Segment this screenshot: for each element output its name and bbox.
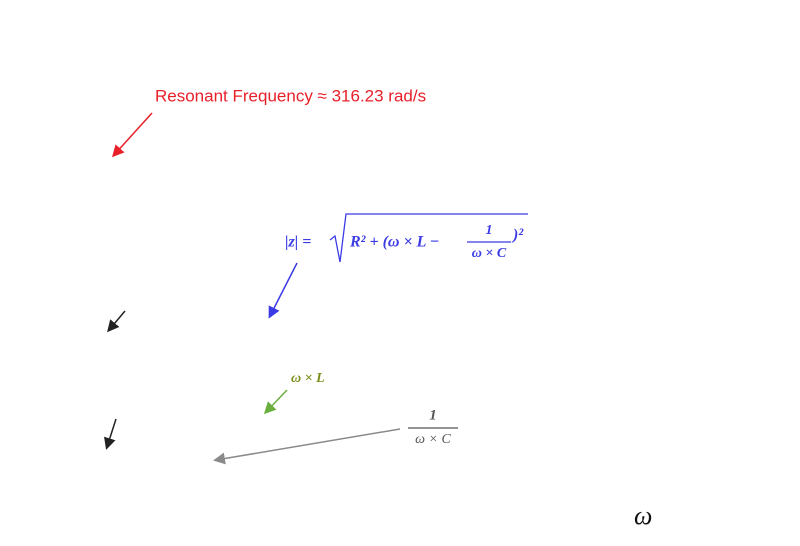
arrow bbox=[104, 418, 117, 450]
resonance-label: Resonant Frequency ≈ 316.23 rad/s bbox=[155, 86, 426, 105]
arrow bbox=[107, 310, 126, 333]
formula-num: 1 bbox=[486, 223, 493, 238]
formula-den: ω × C bbox=[472, 246, 507, 261]
formula-c-den: ω × C bbox=[415, 432, 451, 447]
formula-lhs: |z| = bbox=[285, 234, 311, 251]
arrow bbox=[111, 112, 153, 158]
sqrt-sign bbox=[329, 213, 528, 263]
x-axis-label: ω bbox=[634, 501, 652, 530]
arrow bbox=[263, 389, 288, 415]
arrow bbox=[213, 428, 401, 465]
formula-radicand: R² + (ω × L − bbox=[349, 234, 439, 251]
labels: Resonant Frequency ≈ 316.23 rad/s |z| = … bbox=[104, 86, 652, 530]
formula-c-num: 1 bbox=[429, 407, 437, 423]
formula-close: )² bbox=[511, 227, 524, 244]
formula-l: ω × L bbox=[291, 371, 325, 386]
arrow bbox=[268, 262, 298, 319]
